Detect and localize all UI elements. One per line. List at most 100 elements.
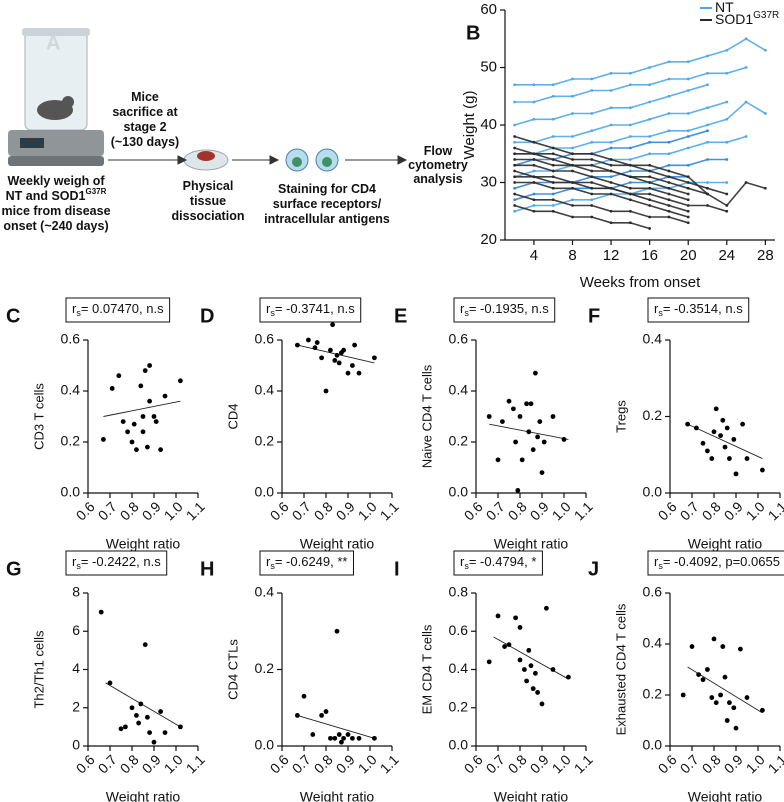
weight-point: [706, 106, 709, 110]
x-tick-label: 4: [530, 247, 538, 264]
data-point: [528, 663, 534, 669]
data-point: [506, 642, 512, 648]
y-tick-label: 4: [72, 660, 80, 676]
weight-point: [648, 215, 652, 219]
weight-point: [551, 163, 555, 167]
data-point: [519, 457, 525, 463]
weight-point: [532, 158, 536, 161]
weight-point: [571, 186, 574, 190]
weight-point: [667, 77, 671, 81]
weight-line: [514, 101, 766, 155]
fit-line: [297, 714, 375, 739]
stat-subscript: s: [76, 561, 81, 571]
x-tick-label: 0.6: [461, 498, 486, 523]
y-axis-label: CD4: [225, 403, 240, 429]
y-tick-label: 0.2: [449, 698, 469, 714]
x-axis-label: Weight ratio: [494, 536, 569, 552]
y-tick-label: 0.0: [643, 737, 663, 753]
weight-point: [628, 221, 632, 225]
data-point: [140, 414, 146, 419]
weight-point: [532, 169, 536, 173]
data-point: [513, 439, 518, 445]
x-axis-label: Weight ratio: [106, 789, 181, 802]
weight-point: [667, 181, 671, 184]
data-point: [319, 355, 324, 361]
y-tick-label: 0.0: [255, 484, 275, 500]
weight-point: [648, 181, 652, 184]
y-tick-label: 0.0: [255, 737, 275, 753]
weight-line: [514, 153, 689, 195]
legend-name: NT: [715, 0, 734, 15]
weight-point: [513, 163, 517, 167]
weight-point: [706, 129, 709, 133]
weight-point: [513, 135, 517, 138]
weight-point: [725, 71, 729, 75]
weight-point: [628, 198, 632, 202]
x-tick-label: 1.1: [765, 751, 784, 776]
data-point: [561, 437, 567, 442]
data-point: [724, 718, 730, 723]
x-tick-label: 0.8: [505, 751, 530, 776]
x-tick-label: 1.1: [183, 751, 208, 776]
stat-text: rs= 0.07470, n.s: [72, 301, 164, 318]
weight-point: [628, 169, 632, 173]
x-tick-label: 0.6: [267, 751, 292, 776]
x-tick-label: 0.7: [289, 498, 314, 523]
weight-point: [513, 146, 517, 150]
weight-point: [628, 186, 632, 190]
x-tick-label: 0.7: [483, 498, 508, 523]
stat-symbol: r: [72, 301, 77, 316]
y-tick-label: 40: [480, 116, 497, 133]
panel-letter: G: [6, 558, 22, 580]
data-point: [740, 421, 745, 427]
weight-point: [667, 152, 671, 156]
x-axis-label: Weight ratio: [106, 536, 181, 552]
x-tick-label: 0.9: [527, 751, 552, 776]
y-tick-label: 0.4: [449, 382, 469, 398]
weight-point: [667, 192, 671, 196]
data-point: [312, 345, 318, 351]
weight-point: [686, 215, 690, 219]
weight-point: [513, 186, 517, 190]
weight-point: [648, 204, 652, 207]
x-tick-label: 1.0: [161, 498, 186, 523]
weight-point: [571, 77, 574, 81]
stat-text: rs= -0.6249, **: [266, 554, 347, 571]
data-point: [310, 732, 316, 737]
data-point: [118, 726, 124, 732]
stat-symbol: r: [266, 554, 271, 569]
weight-point: [686, 89, 690, 92]
x-tick-label: 0.8: [699, 498, 724, 523]
stat-box: [65, 297, 171, 323]
weight-point: [609, 192, 613, 196]
weight-point: [590, 77, 594, 81]
x-tick-label: 1.0: [355, 751, 380, 776]
stat-symbol: r: [266, 301, 271, 316]
weight-point: [725, 117, 729, 121]
y-tick-label: 0.4: [255, 584, 275, 600]
data-point: [533, 370, 538, 376]
data-point: [323, 709, 329, 714]
data-point: [727, 700, 732, 706]
y-tick-label: 30: [480, 173, 497, 190]
weight-point: [609, 163, 613, 167]
weight-point: [513, 198, 517, 202]
weight-point: [628, 71, 632, 75]
weight-point: [532, 152, 536, 156]
x-axis-label: Weight ratio: [688, 536, 763, 552]
x-tick-label: 0.7: [483, 751, 508, 776]
weight-point: [590, 204, 594, 207]
staining-text: surface receptors/: [273, 197, 382, 211]
stat-subscript: s: [464, 561, 469, 571]
data-point: [733, 725, 739, 731]
weight-point: [590, 158, 594, 161]
data-point: [709, 456, 715, 461]
weight-line: [514, 158, 766, 207]
data-point: [147, 363, 153, 368]
data-point: [537, 419, 543, 424]
data-point: [486, 659, 492, 665]
panel-letter: F: [588, 305, 600, 327]
weight-point: [571, 112, 574, 115]
data-point: [517, 625, 523, 630]
